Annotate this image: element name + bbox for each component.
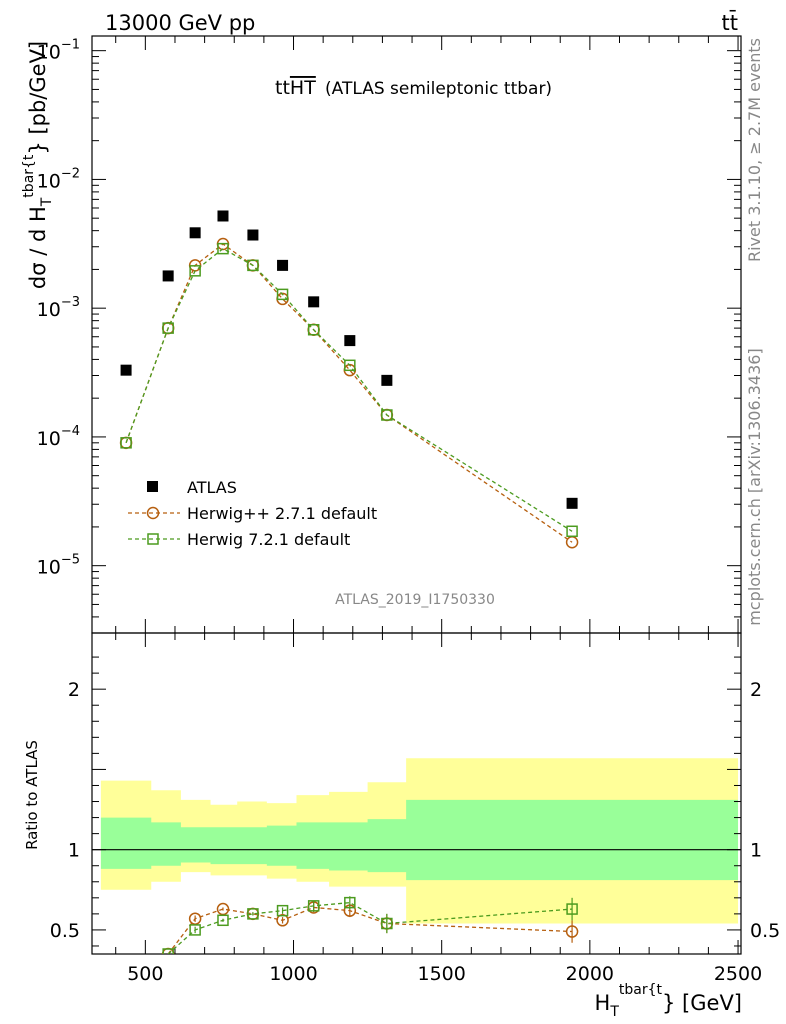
ratio-point-herwig7 (344, 896, 356, 909)
x-tick-label: 2000 (566, 963, 614, 985)
x-axis-label: HTtbar{t} [GeV] (595, 982, 742, 1020)
main-point-herwig7 (381, 409, 393, 421)
analysis-id-label: ATLAS_2019_I1750330 (335, 592, 495, 608)
rivet-version-label: Rivet 3.1.10, ≥ 2.7M events (745, 38, 764, 262)
ratio-y-axis-label: Ratio to ATLAS (23, 740, 41, 850)
main-point-atlas (381, 374, 393, 386)
ratio-point-herwig7 (276, 904, 289, 917)
ratio-y-tick-label: 2 (68, 679, 80, 701)
ratio-point-herwig7 (381, 917, 393, 930)
main-point-atlas (308, 296, 320, 308)
legend-herwigpp-label: Herwig++ 2.7.1 default (187, 504, 377, 523)
main-point-herwig7 (120, 437, 132, 449)
ratio-point-herwig7 (217, 914, 229, 927)
main-point-herwig7 (276, 288, 289, 301)
legend-herwigpp-marker (146, 506, 160, 520)
main-y-tick-label: 10−4 (37, 424, 80, 450)
main-point-atlas (162, 270, 174, 282)
x-tick-label: 1000 (269, 963, 317, 985)
ratio-point-herwig7 (566, 903, 578, 915)
ratio-y-tick-label-right: 0.5 (750, 920, 780, 942)
ratio-y-tick-label: 1 (68, 840, 80, 862)
legend-herwig7-label: Herwig 7.2.1 default (187, 530, 350, 549)
main-point-atlas (344, 335, 356, 347)
ratio-frame (91, 632, 742, 955)
ratio-y-tick-label-right: 2 (750, 679, 762, 701)
legend-atlas-label: ATLAS (187, 478, 237, 497)
plot-subtitle: (ATLAS semileptonic ttbar) (325, 79, 552, 99)
plot-title: ttHT (ATLAS semileptonic ttbar) (275, 77, 552, 99)
ratio-inner-band (100, 799, 739, 881)
main-point-atlas (189, 227, 201, 239)
beam-label: 13000 GeV pp (105, 11, 255, 35)
process-label: tt̄ (722, 10, 738, 35)
main-point-atlas (247, 229, 259, 241)
ratio-y-tick-label-right: 1 (750, 840, 762, 862)
main-point-atlas (277, 259, 289, 271)
ratio-point-herwigpp (276, 914, 289, 927)
main-y-tick-label: 10−5 (37, 553, 80, 579)
legend-herwig7-marker (147, 533, 159, 545)
main-line-herwigpp (125, 243, 573, 543)
ratio-point-herwigpp (565, 925, 579, 938)
main-y-axis-label: dσ / d HTtbar{t} [pb/GeV] (21, 41, 55, 289)
main-point-herwig7 (307, 323, 320, 336)
ratio-series-group (161, 896, 579, 954)
x-tick-label: 500 (127, 963, 163, 985)
main-point-herwig7 (247, 259, 259, 272)
ratio-panel: 500 1000 1500 2000 2500 0.5 0.5 1 1 2 2 (50, 632, 780, 985)
legend: ATLAS Herwig++ 2.7.1 default Herwig 7.2.… (128, 478, 377, 549)
ratio-point-herwig7 (307, 900, 320, 912)
main-y-tick-label: 10−1 (37, 38, 80, 64)
main-point-atlas (120, 364, 132, 376)
main-point-herwig7 (566, 525, 578, 538)
main-point-herwig7 (162, 322, 174, 334)
main-point-atlas (566, 497, 578, 509)
ratio-point-herwig7 (162, 948, 174, 954)
legend-atlas-marker (147, 481, 158, 492)
main-y-tick-label: 10−2 (37, 166, 80, 192)
x-tick-label: 2500 (714, 963, 762, 985)
svg-text:ttHT: ttHT (275, 77, 316, 99)
ratio-point-herwig7 (189, 924, 201, 936)
main-point-herwig7 (217, 242, 229, 255)
main-point-herwig7 (344, 359, 356, 372)
ratio-point-herwig7 (247, 908, 259, 920)
plot-title-overline: HT (290, 77, 316, 99)
main-panel: 10−1 10−2 10−3 10−4 10−5 (37, 35, 742, 634)
main-point-atlas (217, 210, 229, 222)
main-point-herwig7 (189, 265, 201, 277)
main-line-herwig7 (125, 247, 573, 532)
main-y-tick-label: 10−3 (37, 295, 80, 321)
mcplots-label: mcplots.cern.ch [arXiv:1306.3436] (745, 348, 764, 625)
ratio-y-tick-label: 0.5 (50, 920, 80, 942)
x-tick-label: 1500 (418, 963, 466, 985)
plot-title-main: tt (275, 77, 290, 99)
